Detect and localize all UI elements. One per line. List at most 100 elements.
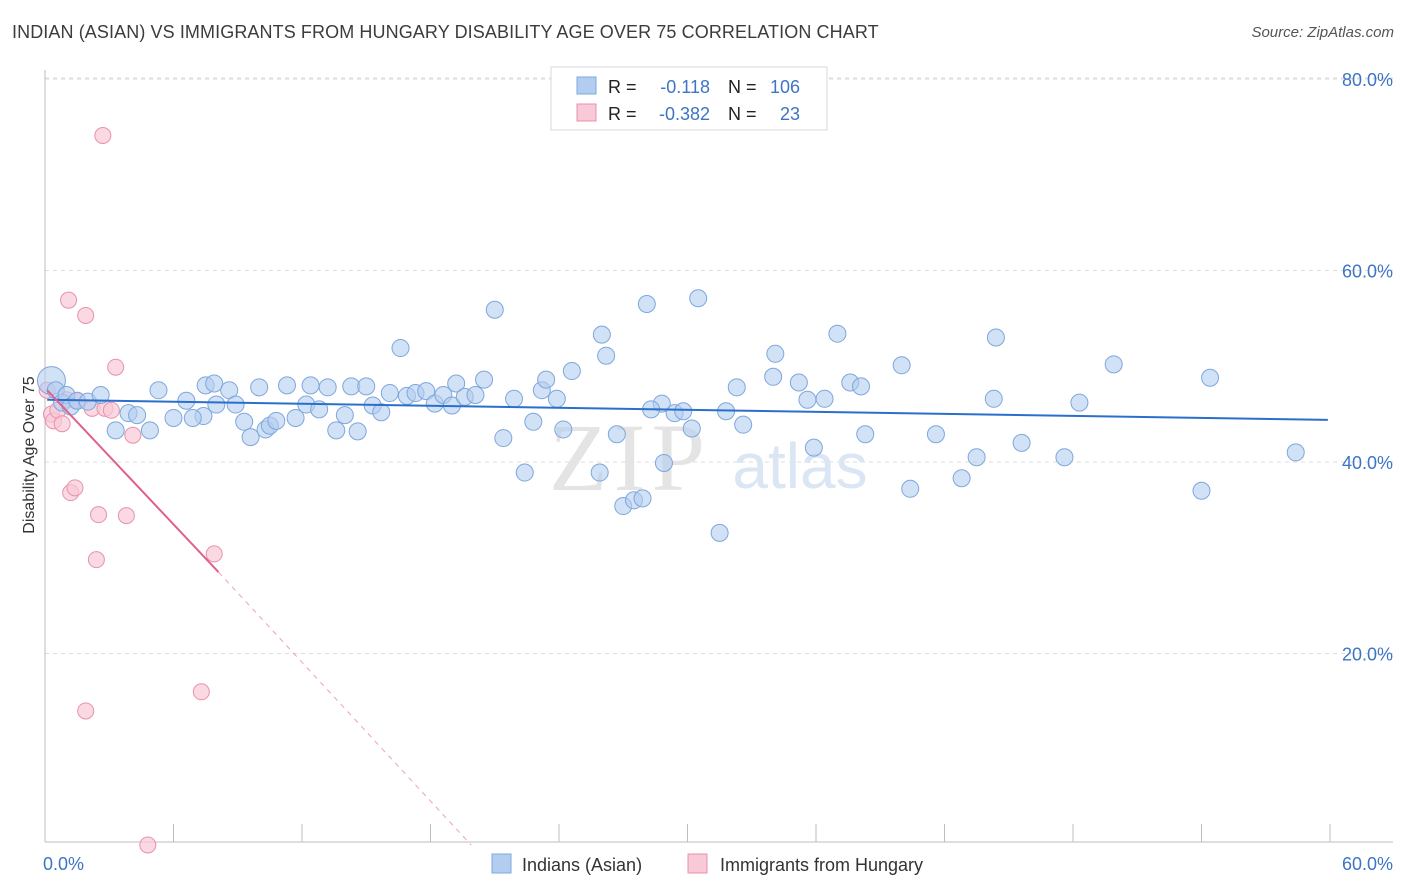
point-indians-95 (967, 448, 986, 467)
point-indians-81 (764, 367, 783, 386)
regression-line-indians (47, 398, 1328, 421)
legend-bottom-swatch-hungary (687, 853, 708, 874)
y-tick-labels: 20.0% 40.0% 60.0% 80.0% (1342, 70, 1393, 665)
y-tick-label-60: 60.0% (1342, 262, 1393, 282)
point-indians-61 (554, 420, 573, 439)
legend-r-label-2: R = (608, 104, 637, 124)
watermark-zip: ZIP (549, 404, 711, 511)
point-indians-8 (106, 421, 125, 440)
point-indians-80 (734, 415, 753, 434)
point-indians-84 (798, 390, 817, 409)
legend-n-label-1: N = (728, 77, 757, 97)
point-indians-100 (1070, 393, 1089, 412)
point-indians-103 (1192, 481, 1211, 500)
point-indians-28 (278, 376, 297, 395)
point-hungary-10 (77, 307, 95, 325)
point-hungary-6 (60, 291, 78, 309)
point-indians-65 (597, 346, 616, 365)
point-indians-59 (537, 370, 556, 389)
x-tick-label-end: 60.0% (1342, 854, 1393, 874)
point-indians-99 (1055, 448, 1074, 467)
point-indians-31 (301, 376, 320, 395)
point-indians-91 (892, 356, 911, 375)
point-hungary-20 (94, 126, 112, 144)
point-indians-66 (607, 425, 626, 444)
point-indians-51 (466, 385, 485, 404)
point-indians-104 (1286, 443, 1305, 462)
point-hungary-8 (66, 479, 84, 497)
point-hungary-4 (53, 415, 71, 433)
point-indians-53 (485, 300, 504, 319)
point-hungary-23 (205, 545, 223, 563)
point-indians-77 (710, 523, 729, 542)
point-indians-92 (901, 479, 920, 498)
point-indians-16 (183, 408, 202, 427)
point-indians-98 (1012, 433, 1031, 452)
legend-bottom-swatch-indians (491, 853, 512, 874)
y-tick-label-80: 80.0% (1342, 70, 1393, 90)
point-hungary-19 (139, 836, 157, 854)
grid-lines (45, 77, 1393, 654)
point-indians-89 (851, 377, 870, 396)
point-indians-69 (633, 489, 652, 508)
regression-line-hungary-extension (218, 571, 472, 846)
point-indians-22 (235, 412, 254, 431)
legend-bottom-label-indians: Indians (Asian) (522, 855, 642, 875)
point-indians-62 (562, 362, 581, 381)
y-axis-label: Disability Age Over 75 (21, 376, 38, 534)
legend-r-label-1: R = (608, 77, 637, 97)
point-indians-42 (391, 339, 410, 358)
series-indians-points (36, 289, 1305, 542)
point-indians-102 (1201, 368, 1220, 387)
point-indians-18 (205, 374, 224, 393)
x-tick-label-start: 0.0% (43, 854, 84, 874)
point-hungary-15 (102, 401, 120, 419)
legend-n-value-2: 23 (780, 104, 800, 124)
point-indians-12 (149, 381, 168, 400)
point-indians-33 (318, 378, 337, 397)
point-indians-76 (689, 289, 708, 308)
point-indians-7 (91, 385, 110, 404)
point-indians-87 (828, 324, 847, 343)
point-indians-29 (286, 408, 305, 427)
point-indians-40 (372, 403, 391, 422)
point-indians-45 (417, 382, 436, 401)
legend-stats: R = -0.118 N = 106 R = -0.382 N = 23 (550, 66, 828, 131)
point-indians-90 (856, 425, 875, 444)
point-indians-60 (547, 389, 566, 408)
point-indians-11 (140, 421, 159, 440)
point-indians-36 (342, 377, 361, 396)
point-indians-72 (654, 453, 673, 472)
legend-n-label-2: N = (728, 104, 757, 124)
chart-title: INDIAN (ASIAN) VS IMMIGRANTS FROM HUNGAR… (12, 22, 879, 42)
legend-r-value-1: -0.118 (660, 77, 710, 97)
point-indians-75 (682, 419, 701, 438)
point-hungary-18 (124, 426, 142, 444)
point-hungary-12 (87, 551, 105, 569)
point-indians-79 (727, 378, 746, 397)
point-hungary-16 (107, 358, 125, 376)
point-indians-63 (590, 463, 609, 482)
point-indians-55 (505, 389, 524, 408)
point-indians-24 (250, 378, 269, 397)
point-indians-94 (952, 469, 971, 488)
regression-line-hungary (46, 389, 220, 573)
point-indians-41 (380, 384, 399, 403)
point-indians-74 (674, 402, 693, 421)
axes (44, 70, 1393, 843)
x-tick-labels: 0.0% 60.0% (43, 854, 1393, 874)
legend-swatch-hungary (576, 103, 597, 122)
source-credit: Source: ZipAtlas.com (1251, 24, 1394, 41)
point-indians-83 (789, 373, 808, 392)
regression-lines (46, 389, 1328, 846)
point-indians-86 (815, 389, 834, 408)
point-indians-49 (447, 374, 466, 393)
point-indians-14 (177, 391, 196, 410)
point-indians-52 (475, 370, 494, 389)
point-hungary-22 (192, 683, 210, 701)
point-indians-35 (335, 406, 354, 425)
point-indians-21 (226, 395, 245, 414)
point-indians-13 (164, 408, 183, 427)
y-tick-label-40: 40.0% (1342, 453, 1393, 473)
